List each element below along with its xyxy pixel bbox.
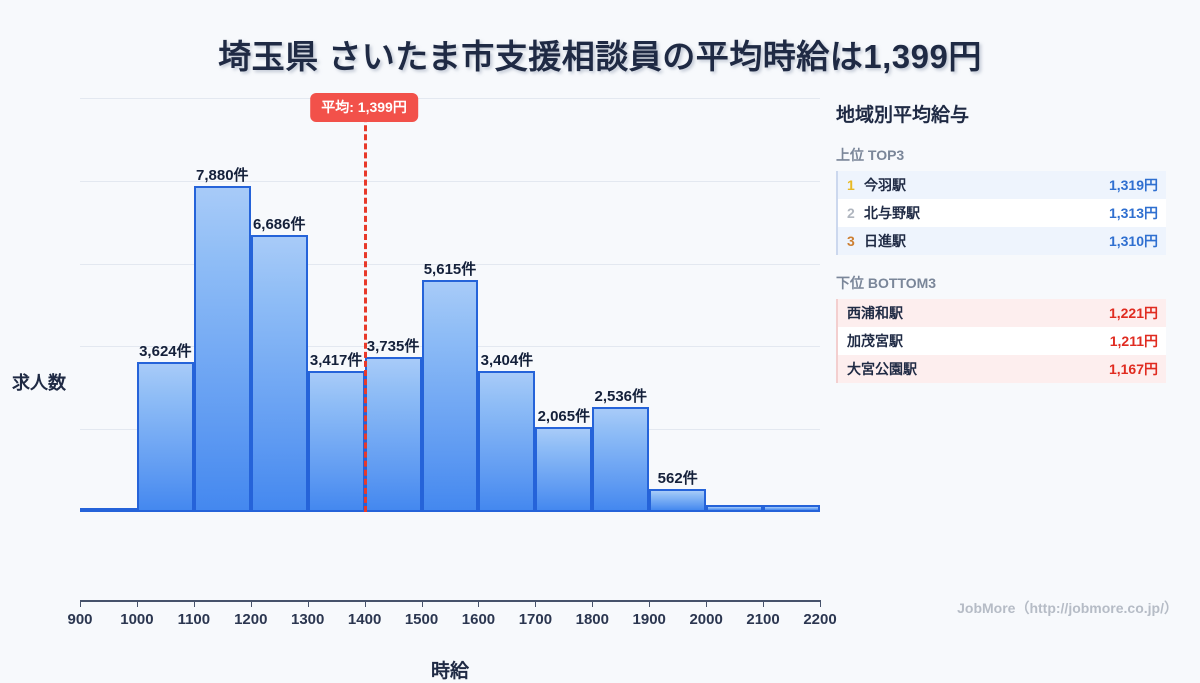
x-axis-tick [478,600,480,607]
station-wage-value: 1,313円 [1108,205,1158,221]
histogram-bar [763,504,820,512]
x-axis-tick [763,600,765,607]
station-wage-value: 1,310円 [1108,233,1158,249]
rank-row[interactable]: 加茂宮駅 1,211円 [838,327,1166,355]
station-wage-value: 1,319円 [1108,177,1158,193]
top3-section-label: 上位 TOP3 [836,147,905,163]
x-axis-tick-label: 1800 [575,611,609,628]
rank-number: 2 [847,205,855,221]
bar-value-label: 2,065件 [537,407,591,425]
x-axis-tick [307,600,309,607]
rank-number: 3 [847,233,855,249]
histogram-bar [136,361,194,512]
x-axis-tick [649,600,651,607]
bar-value-label: 7,880件 [196,166,249,184]
rank-row[interactable]: 3 日進駅 1,310円 [838,227,1166,255]
average-line [364,98,368,512]
bottom3-list: 西浦和駅 1,221円加茂宮駅 1,211円大宮公園駅 1,167円 [836,299,1166,383]
station-name: 今羽駅 [864,177,906,193]
x-axis-tick [535,600,537,607]
histogram-bar [421,279,479,512]
rank-row[interactable]: 1 今羽駅 1,319円 [838,171,1166,199]
histogram-chart: 求人数 3,624件 7,880件 6,686件 3,417件 3,735件 5,615件… [0,88,837,682]
station-name: 西浦和駅 [847,305,903,321]
bar-value-label: 3,735件 [366,338,420,356]
histogram-bar [706,504,764,512]
gridline [80,263,820,265]
histogram-bar [80,508,137,512]
station-name: 日進駅 [864,233,906,249]
x-axis-line [80,600,820,602]
bar-value-label: 6,686件 [252,216,306,234]
bar-value-label: 3,624件 [139,342,192,360]
x-axis-tick-label: 1600 [461,611,496,628]
histogram-bar [193,185,251,512]
x-axis-tick [364,600,366,607]
rank-row[interactable]: 大宮公園駅 1,167円 [838,355,1166,383]
histogram-bar [535,426,593,512]
x-axis-tick [592,600,594,607]
x-axis-tick [820,600,821,607]
station-name: 北与野駅 [864,205,920,221]
x-axis-tick-label: 2200 [803,611,837,628]
station-wage-value: 1,211円 [1109,333,1158,349]
x-axis-tick-label: 1200 [234,611,268,628]
x-axis-tick [250,600,252,607]
x-axis-tick-label: 1000 [120,611,154,628]
gridline [80,98,820,99]
x-axis-tick-label: 1100 [177,611,211,628]
top3-list: 1 今羽駅 1,319円 2 北与野駅 1,313円 3 日進駅 1,310円 [836,171,1166,255]
x-axis-tick-label: 2100 [746,611,780,628]
histogram-bar [592,407,650,512]
average-badge: 平均: 1,399円 [310,93,418,122]
histogram-bar [250,235,308,512]
rank-row[interactable]: 西浦和駅 1,221円 [838,299,1166,327]
x-axis-tick-label: 1500 [404,611,439,628]
station-wage-value: 1,221円 [1108,305,1158,321]
x-axis-tick [421,600,423,607]
histogram-bar [649,488,707,512]
x-axis-tick-label: 1700 [518,611,553,628]
rank-row[interactable]: 2 北与野駅 1,313円 [838,199,1166,227]
sidebar-title: 地域別平均給与 [836,105,970,126]
station-name: 加茂宮駅 [847,333,903,349]
x-axis-tick [80,600,81,607]
station-name: 大宮公園駅 [847,361,917,377]
y-axis-title: 求人数 [12,373,66,393]
x-axis-tick-label: 1300 [291,611,325,628]
bar-value-label: 3,417件 [309,351,363,369]
histogram-bar [364,357,422,512]
bar-value-label: 3,404件 [480,352,534,370]
histogram-bar [307,370,365,512]
x-axis-tick [706,600,708,607]
plot-area: 3,624件 7,880件 6,686件 3,417件 3,735件 5,615件 3,40… [80,93,820,512]
station-wage-value: 1,167円 [1108,361,1158,377]
x-axis-tick-label: 1400 [347,611,382,628]
gridline [80,180,820,182]
page-title: 埼玉県 さいたま市支援相談員の平均時給は1,399円 [218,38,982,75]
x-axis-tick-label: 2000 [689,611,723,628]
x-axis-tick [193,600,195,607]
histogram-bar [478,371,536,512]
x-axis-tick [136,600,138,607]
bar-value-label: 562件 [657,469,698,487]
x-axis-tick-label: 900 [67,611,93,628]
footer-attribution: JobMore（http://jobmore.co.jp/） [957,600,1178,616]
region-salary-sidebar: 地域別平均給与 上位 TOP3 1 今羽駅 1,319円 2 北与野駅 1,313円 3 日進… [836,100,1166,401]
bar-value-label: 2,536件 [594,388,648,405]
x-axis-tick-label: 1900 [632,611,666,628]
rank-number: 1 [847,177,855,193]
bar-value-label: 5,615件 [423,260,477,278]
bottom3-section-label: 下位 BOTTOM3 [836,275,937,291]
x-axis-title: 時給 [430,661,469,682]
